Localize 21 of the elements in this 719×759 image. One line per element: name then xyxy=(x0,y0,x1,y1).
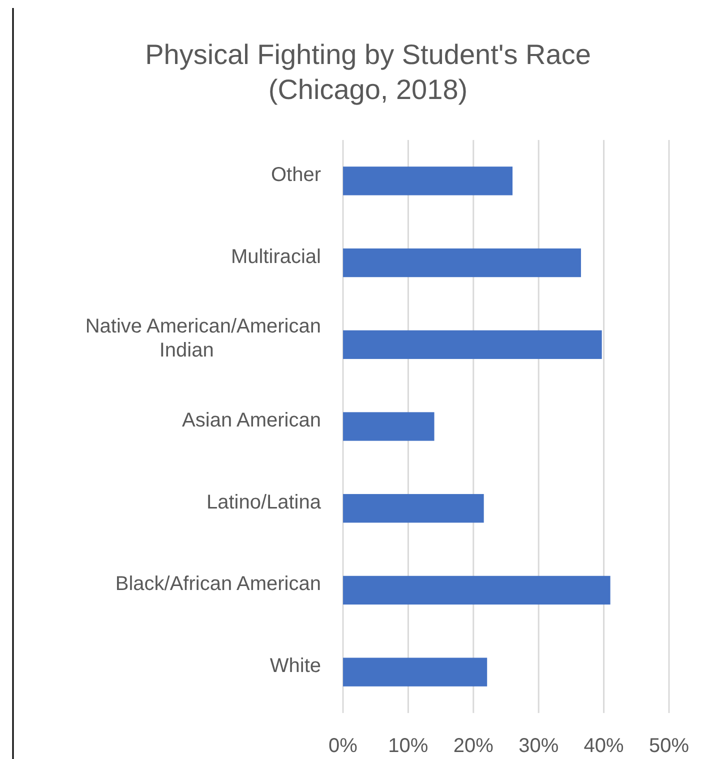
y-tick-label: White xyxy=(270,655,321,678)
x-tick-label: 40% xyxy=(584,735,624,757)
y-tick-label: Multiracial xyxy=(230,246,321,268)
chart-title: Physical Fighting by Student's Race (Chicago, 2018) xyxy=(145,39,591,105)
y-tick-label: Black/African American xyxy=(115,573,321,596)
y-tick-label: Asian American xyxy=(182,410,321,432)
x-tick-label: 10% xyxy=(388,735,428,757)
bar xyxy=(343,330,602,359)
bar xyxy=(343,248,581,278)
x-tick-label: 0% xyxy=(328,735,358,757)
bar xyxy=(343,494,484,523)
bar xyxy=(343,576,610,605)
y-tick-label: Other xyxy=(270,164,322,186)
x-tick-label: 20% xyxy=(453,735,494,757)
bar xyxy=(343,166,513,196)
x-tick-label: 30% xyxy=(518,735,559,757)
bar xyxy=(343,658,488,686)
x-tick-label: 50% xyxy=(648,735,690,757)
y-tick-label: Native American/American Indian xyxy=(85,316,321,362)
y-tick-label: Latino/Latina xyxy=(206,491,322,514)
bar xyxy=(343,412,434,441)
